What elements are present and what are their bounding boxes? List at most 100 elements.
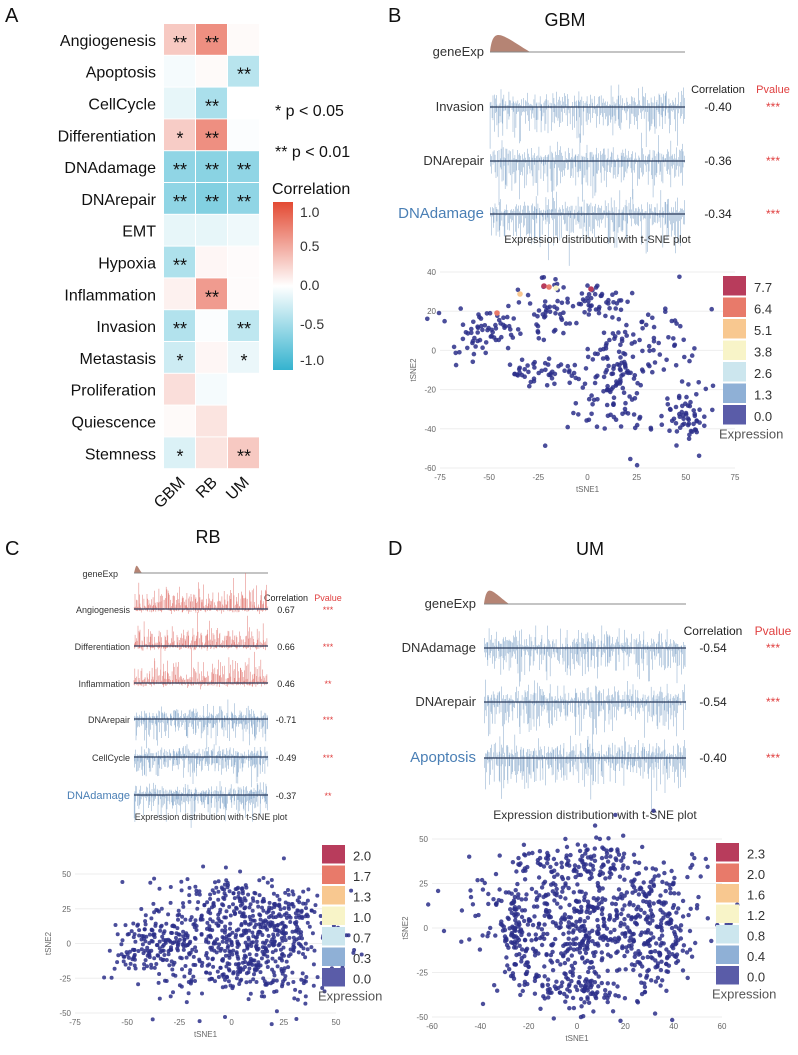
um-tsne-point <box>672 875 677 881</box>
rb-tsne-point <box>287 913 292 918</box>
rb-tsne-point <box>194 892 199 896</box>
gbm-tsne-point-high <box>517 291 523 297</box>
rb-tsne-point <box>132 948 137 952</box>
um-tsne-point <box>560 980 565 985</box>
rb-tsne-point <box>187 951 192 956</box>
um-tsne-point <box>605 995 610 1001</box>
gbm-tsne-point <box>691 421 696 427</box>
gbm-tsne-point <box>502 325 507 331</box>
gbm-tsne-point <box>648 425 654 431</box>
rb-tsne-point <box>191 962 196 967</box>
um-tsne-point <box>559 874 565 880</box>
um-tsne-point <box>647 903 652 909</box>
rb-tsne-point <box>243 928 248 933</box>
um-tsne-point <box>575 842 580 847</box>
rb-tsne-point <box>270 950 275 955</box>
gbm-tsne-point <box>471 319 476 325</box>
rb-track-label: CellCycle <box>92 753 130 763</box>
rb-tsne-point <box>194 888 199 893</box>
gbm-tsne-point <box>571 370 577 376</box>
rb-p-header: Pvalue <box>314 593 342 603</box>
um-tsne-point <box>645 939 650 944</box>
gbm-p-header: Pvalue <box>756 84 790 96</box>
gbm-tsne-point <box>547 304 553 310</box>
rb-tsne-point <box>304 906 308 911</box>
gbm-tsne-point <box>604 402 610 408</box>
um-tsne-point <box>542 879 548 884</box>
gbm-tsne-point <box>483 340 489 345</box>
rb-tsne-point <box>229 939 234 944</box>
um-y-tick: -25 <box>416 969 428 978</box>
gbm-tsne-point <box>573 401 579 406</box>
um-tsne-point <box>564 844 570 850</box>
rb-tsne-point <box>259 956 264 961</box>
um-tsne-point <box>513 914 518 919</box>
um-tsne-point <box>619 911 624 917</box>
gbm-tsne-point <box>580 385 586 390</box>
gbm-legend-value: 0.0 <box>754 409 772 424</box>
rb-track-label: Inflammation <box>78 679 130 689</box>
heatmap-cell <box>164 246 195 278</box>
um-tsne-point <box>689 954 695 959</box>
gbm-tsne-point <box>664 357 669 363</box>
gbm-tsne-point <box>473 344 478 349</box>
um-tsne-point <box>635 959 640 965</box>
um-tsne-point <box>602 920 607 925</box>
gbm-tsne-point <box>460 322 466 328</box>
um-tsne-point <box>605 968 610 973</box>
rb-tsne-point <box>226 979 231 984</box>
um-tsne-point <box>529 938 534 943</box>
um-tsne-point <box>669 925 675 931</box>
um-tsne-point <box>557 990 563 995</box>
gbm-tsne-point <box>618 367 623 373</box>
rb-tsne-point <box>185 942 190 947</box>
gbm-tsne-point <box>681 337 686 343</box>
gbm-y-tick: -60 <box>424 464 436 473</box>
um-tsne-point <box>650 913 656 919</box>
rb-tsne-point <box>182 937 187 942</box>
rb-tsne-point <box>266 909 271 914</box>
um-tsne-point <box>533 932 538 937</box>
rb-tsne-point <box>154 943 159 948</box>
heatmap-cell <box>228 246 259 278</box>
rb-tsne-point <box>225 975 230 980</box>
rb-tsne-point <box>180 914 185 919</box>
rb-tsne-point <box>291 944 296 949</box>
um-tsne-point <box>594 905 599 910</box>
um-tsne-point <box>605 981 610 986</box>
um-legend-swatch <box>716 925 739 944</box>
rb-tsne-point <box>274 989 279 994</box>
rb-tsne-point <box>239 922 244 926</box>
heatmap-star: ** <box>237 160 251 180</box>
rb-tsne-point <box>283 900 288 905</box>
um-tsne-point <box>602 995 607 1000</box>
gbm-tsne-point <box>540 312 546 317</box>
gbm-x-tick: 25 <box>632 473 641 482</box>
gbm-tsne-point <box>519 357 525 363</box>
um-tsne-point <box>536 921 542 926</box>
um-tsne-point <box>650 866 655 871</box>
um-tsne-point <box>561 931 566 937</box>
um-tsne-point <box>571 1005 577 1011</box>
rb-tsne-point <box>164 958 169 962</box>
um-tsne-point <box>585 958 590 963</box>
colorbar <box>273 202 293 370</box>
um-tsne-point <box>542 922 547 927</box>
rb-tsne-point <box>320 986 325 990</box>
um-tsne-point <box>519 932 524 938</box>
rb-tsne-point <box>322 989 327 994</box>
um-tsne-point <box>520 988 525 994</box>
rb-tsne-point <box>206 910 211 914</box>
um-tsne-point <box>666 950 671 955</box>
rb-tsne-point <box>224 878 229 883</box>
rb-tsne-point <box>224 934 229 939</box>
um-tsne-point <box>625 865 630 870</box>
um-tsne-point <box>650 918 655 923</box>
heatmap-cell <box>228 437 259 469</box>
gbm-tsne-point <box>619 338 625 344</box>
um-tsne-point <box>435 888 441 894</box>
rb-corr-value: -0.37 <box>276 791 297 801</box>
rb-tsne-point <box>208 933 213 938</box>
rb-tsne-point <box>171 990 175 995</box>
gbm-tsne-point <box>565 363 571 369</box>
